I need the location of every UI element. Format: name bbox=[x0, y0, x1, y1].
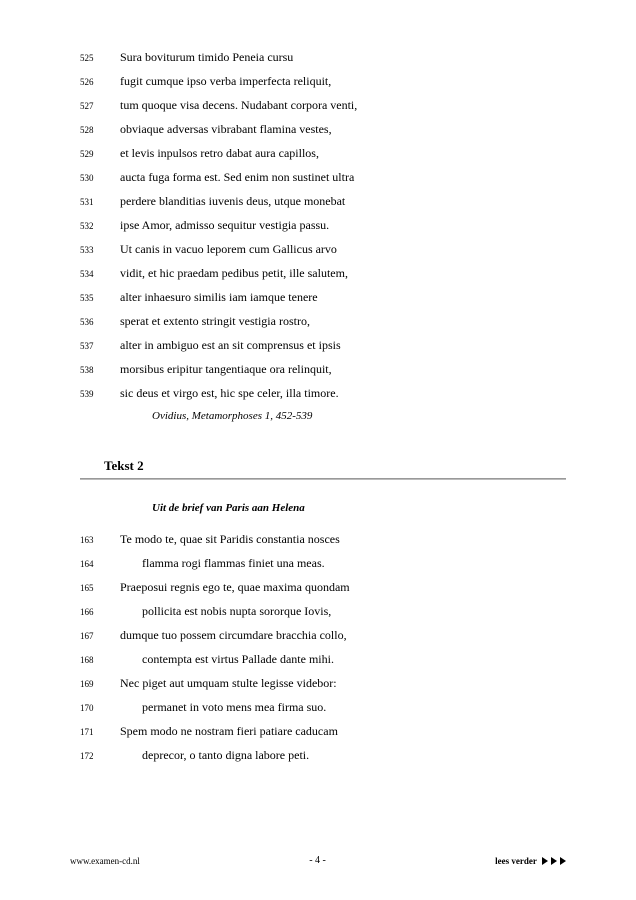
poem-line: 538morsibus eripitur tangentiaque ora re… bbox=[80, 360, 566, 378]
line-number: 169 bbox=[80, 678, 120, 692]
line-text: Nec piget aut umquam stulte legisse vide… bbox=[120, 674, 337, 692]
line-text: ipse Amor, admisso sequitur vestigia pas… bbox=[120, 216, 329, 234]
divider bbox=[80, 478, 566, 480]
line-text: Ut canis in vacuo leporem cum Gallicus a… bbox=[120, 240, 337, 258]
line-text: vidit, et hic praedam pedibus petit, ill… bbox=[120, 264, 348, 282]
poem-line: 536sperat et extento stringit vestigia r… bbox=[80, 312, 566, 330]
line-text: fugit cumque ipso verba imperfecta reliq… bbox=[120, 72, 331, 90]
line-text: permanet in voto mens mea firma suo. bbox=[120, 698, 326, 716]
line-number: 527 bbox=[80, 100, 120, 114]
line-number: 165 bbox=[80, 582, 120, 596]
poem-line: 535alter inhaesuro similis iam iamque te… bbox=[80, 288, 566, 306]
line-number: 539 bbox=[80, 388, 120, 402]
poem-section-1: 525Sura boviturum timido Peneia cursu526… bbox=[80, 48, 566, 422]
line-number: 535 bbox=[80, 292, 120, 306]
line-number: 170 bbox=[80, 702, 120, 716]
page-footer: www.examen-cd.nl - 4 - lees verder bbox=[70, 855, 566, 866]
poem-line: 534vidit, et hic praedam pedibus petit, … bbox=[80, 264, 566, 282]
line-text: obviaque adversas vibrabant flamina vest… bbox=[120, 120, 332, 138]
line-text: et levis inpulsos retro dabat aura capil… bbox=[120, 144, 319, 162]
poem-line: 164flamma rogi flammas finiet una meas. bbox=[80, 554, 566, 572]
line-text: Sura boviturum timido Peneia cursu bbox=[120, 48, 293, 66]
poem-line: 529et levis inpulsos retro dabat aura ca… bbox=[80, 144, 566, 162]
line-text: aucta fuga forma est. Sed enim non susti… bbox=[120, 168, 354, 186]
line-text: sic deus et virgo est, hic spe celer, il… bbox=[120, 384, 339, 402]
line-number: 532 bbox=[80, 220, 120, 234]
line-number: 525 bbox=[80, 52, 120, 66]
poem-line: 528obviaque adversas vibrabant flamina v… bbox=[80, 120, 566, 138]
line-number: 534 bbox=[80, 268, 120, 282]
poem-line: 525Sura boviturum timido Peneia cursu bbox=[80, 48, 566, 66]
poem-line: 530aucta fuga forma est. Sed enim non su… bbox=[80, 168, 566, 186]
poem-line: 168contempta est virtus Pallade dante mi… bbox=[80, 650, 566, 668]
line-text: contempta est virtus Pallade dante mihi. bbox=[120, 650, 334, 668]
line-text: alter in ambiguo est an sit comprensus e… bbox=[120, 336, 341, 354]
poem-line: 170permanet in voto mens mea firma suo. bbox=[80, 698, 566, 716]
footer-left: www.examen-cd.nl bbox=[70, 856, 140, 866]
line-text: tum quoque visa decens. Nudabant corpora… bbox=[120, 96, 357, 114]
line-number: 166 bbox=[80, 606, 120, 620]
footer-page-number: - 4 - bbox=[309, 855, 326, 866]
poem-line: 172deprecor, o tanto digna labore peti. bbox=[80, 746, 566, 764]
line-number: 163 bbox=[80, 534, 120, 548]
line-number: 528 bbox=[80, 124, 120, 138]
line-number: 168 bbox=[80, 654, 120, 668]
line-text: Praeposui regnis ego te, quae maxima quo… bbox=[120, 578, 350, 596]
line-text: deprecor, o tanto digna labore peti. bbox=[120, 746, 309, 764]
line-number: 530 bbox=[80, 172, 120, 186]
attribution-1: Ovidius, Metamorphoses 1, 452-539 bbox=[152, 410, 566, 422]
line-text: alter inhaesuro similis iam iamque tener… bbox=[120, 288, 318, 306]
line-number: 167 bbox=[80, 630, 120, 644]
section-2: Tekst 2 Uit de brief van Paris aan Helen… bbox=[80, 458, 566, 764]
line-text: perdere blanditias iuvenis deus, utque m… bbox=[120, 192, 345, 210]
poem-line: 165Praeposui regnis ego te, quae maxima … bbox=[80, 578, 566, 596]
line-number: 536 bbox=[80, 316, 120, 330]
tekst-header: Tekst 2 bbox=[104, 458, 566, 474]
poem-line: 171Spem modo ne nostram fieri patiare ca… bbox=[80, 722, 566, 740]
line-number: 533 bbox=[80, 244, 120, 258]
line-text: Te modo te, quae sit Paridis constantia … bbox=[120, 530, 340, 548]
poem-line: 169Nec piget aut umquam stulte legisse v… bbox=[80, 674, 566, 692]
footer-right: lees verder bbox=[495, 856, 566, 866]
poem-line: 527tum quoque visa decens. Nudabant corp… bbox=[80, 96, 566, 114]
poem-line: 532ipse Amor, admisso sequitur vestigia … bbox=[80, 216, 566, 234]
line-number: 526 bbox=[80, 76, 120, 90]
poem-line: 531perdere blanditias iuvenis deus, utqu… bbox=[80, 192, 566, 210]
poem-line: 533Ut canis in vacuo leporem cum Gallicu… bbox=[80, 240, 566, 258]
poem-line: 166pollicita est nobis nupta sororque Io… bbox=[80, 602, 566, 620]
line-text: Spem modo ne nostram fieri patiare caduc… bbox=[120, 722, 338, 740]
line-text: morsibus eripitur tangentiaque ora relin… bbox=[120, 360, 332, 378]
line-number: 529 bbox=[80, 148, 120, 162]
line-number: 172 bbox=[80, 750, 120, 764]
line-number: 537 bbox=[80, 340, 120, 354]
poem-line: 537alter in ambiguo est an sit comprensu… bbox=[80, 336, 566, 354]
line-text: dumque tuo possem circumdare bracchia co… bbox=[120, 626, 347, 644]
line-text: sperat et extento stringit vestigia rost… bbox=[120, 312, 310, 330]
poem-line: 163Te modo te, quae sit Paridis constant… bbox=[80, 530, 566, 548]
line-text: flamma rogi flammas finiet una meas. bbox=[120, 554, 325, 572]
arrow-right-icon bbox=[551, 857, 557, 865]
line-number: 531 bbox=[80, 196, 120, 210]
arrow-right-icon bbox=[542, 857, 548, 865]
section-subtitle: Uit de brief van Paris aan Helena bbox=[152, 502, 566, 514]
poem-line: 167dumque tuo possem circumdare bracchia… bbox=[80, 626, 566, 644]
arrow-right-icon bbox=[560, 857, 566, 865]
line-number: 164 bbox=[80, 558, 120, 572]
line-number: 538 bbox=[80, 364, 120, 378]
poem-line: 539sic deus et virgo est, hic spe celer,… bbox=[80, 384, 566, 402]
line-number: 171 bbox=[80, 726, 120, 740]
line-text: pollicita est nobis nupta sororque Iovis… bbox=[120, 602, 331, 620]
poem-line: 526fugit cumque ipso verba imperfecta re… bbox=[80, 72, 566, 90]
